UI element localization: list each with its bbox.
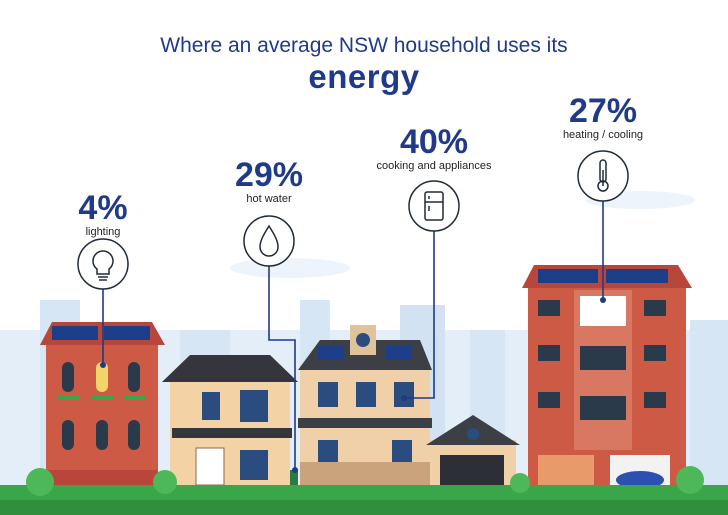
stat-value: 40%: [399, 123, 469, 161]
stat-hot-water: 29% hot water: [209, 157, 329, 205]
stat-lighting: 4% lighting: [53, 190, 153, 238]
connector-lines: [102, 201, 604, 470]
title-line-2: energy: [308, 58, 420, 95]
lightbulb-icon: [77, 238, 129, 290]
house-heating-cooling: [522, 265, 692, 489]
stat-label: hot water: [246, 193, 292, 205]
fridge-icon: [408, 180, 460, 232]
stat-value: 27%: [568, 92, 638, 130]
title-line-1: Where an average NSW household uses its: [160, 34, 568, 57]
thermometer-icon: [577, 150, 629, 202]
water-drop-icon: [243, 215, 295, 267]
house-hot-water: [162, 355, 298, 492]
stat-heating-cooling: 27% heating / cooling: [543, 93, 663, 141]
house-cooking: [298, 325, 432, 485]
garage: [426, 415, 520, 485]
stat-label: cooking and appliances: [376, 160, 492, 172]
stat-value: 29%: [234, 156, 304, 194]
stat-label: heating / cooling: [562, 129, 644, 141]
stat-cooking-appliances: 40% cooking and appliances: [364, 124, 504, 172]
bushes: [26, 466, 704, 496]
stat-label: lighting: [85, 226, 121, 238]
connector-dots: [100, 297, 606, 473]
stat-value: 4%: [78, 189, 128, 227]
